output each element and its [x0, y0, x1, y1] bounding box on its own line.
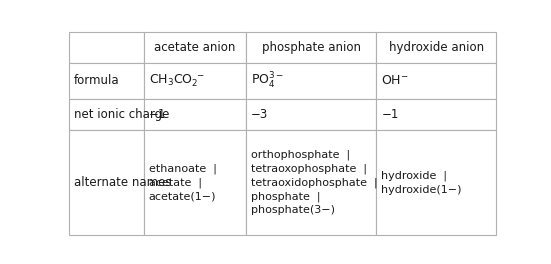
Text: −1: −1: [149, 108, 166, 121]
Bar: [246, 130, 376, 235]
Text: formula: formula: [74, 74, 120, 87]
Text: tetraoxophosphate  |: tetraoxophosphate |: [251, 163, 367, 174]
Text: phosphate(3−): phosphate(3−): [251, 205, 335, 215]
Text: acetate anion: acetate anion: [154, 41, 235, 54]
Bar: [376, 99, 496, 130]
Bar: [246, 32, 376, 63]
Bar: [144, 130, 246, 235]
Text: ethanoate  |: ethanoate |: [149, 163, 217, 174]
Bar: [246, 63, 376, 99]
Bar: [144, 99, 246, 130]
Bar: [69, 32, 144, 63]
Text: hydroxide(1−): hydroxide(1−): [381, 185, 462, 195]
Text: $\mathregular{OH^{-}}$: $\mathregular{OH^{-}}$: [381, 74, 409, 87]
Bar: [69, 130, 144, 235]
Text: phosphate  |: phosphate |: [251, 191, 321, 202]
Text: phosphate anion: phosphate anion: [262, 41, 361, 54]
Bar: [144, 63, 246, 99]
Text: $\mathregular{CH_3CO_2^{\ -}}$: $\mathregular{CH_3CO_2^{\ -}}$: [149, 73, 204, 89]
Bar: [376, 130, 496, 235]
Text: alternate names: alternate names: [74, 176, 171, 189]
Text: net ionic charge: net ionic charge: [74, 108, 169, 121]
Bar: [376, 32, 496, 63]
Text: acetate(1−): acetate(1−): [149, 191, 216, 201]
Text: −1: −1: [381, 108, 399, 121]
Bar: [69, 99, 144, 130]
Text: $\mathregular{PO_4^{3-}}$: $\mathregular{PO_4^{3-}}$: [251, 71, 284, 91]
Bar: [144, 32, 246, 63]
Text: hydroxide  |: hydroxide |: [381, 171, 447, 181]
Text: hydroxide anion: hydroxide anion: [388, 41, 484, 54]
Bar: [69, 63, 144, 99]
Text: tetraoxidophosphate  |: tetraoxidophosphate |: [251, 177, 378, 188]
Text: −3: −3: [251, 108, 268, 121]
Bar: [376, 63, 496, 99]
Bar: [246, 99, 376, 130]
Text: orthophosphate  |: orthophosphate |: [251, 150, 350, 160]
Text: acetate  |: acetate |: [149, 177, 202, 188]
